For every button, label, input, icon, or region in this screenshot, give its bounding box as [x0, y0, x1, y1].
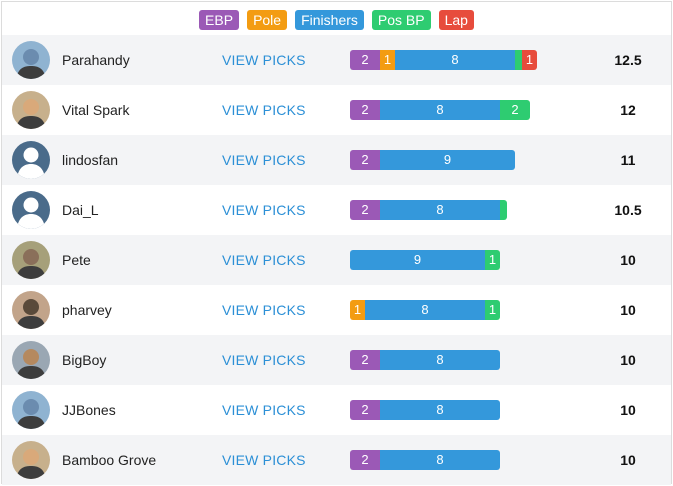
total-points: 10 — [620, 252, 636, 268]
total-points: 10 — [620, 352, 636, 368]
total-points: 12 — [620, 102, 636, 118]
total-points: 10 — [620, 452, 636, 468]
view-picks-link[interactable]: VIEW PICKS — [222, 152, 306, 168]
user-name: JJBones — [62, 402, 116, 418]
table-row: Bamboo Grove VIEW PICKS 2 8 10 — [2, 435, 671, 485]
total-points: 10 — [620, 402, 636, 418]
avatar — [12, 391, 50, 429]
total-points: 10 — [620, 302, 636, 318]
bar-segment-ebp: 2 — [350, 450, 380, 470]
table-row: Dai_L VIEW PICKS 2 8 10.5 — [2, 185, 671, 235]
table-row: JJBones VIEW PICKS 2 8 10 — [2, 385, 671, 435]
user-name: Parahandy — [62, 52, 130, 68]
bar-segment-finishers: 8 — [380, 350, 500, 370]
view-picks-link[interactable]: VIEW PICKS — [222, 102, 306, 118]
avatar — [12, 441, 50, 479]
avatar — [12, 91, 50, 129]
bar-segment-finishers: 8 — [380, 400, 500, 420]
bar-segment-ebp: 2 — [350, 150, 380, 170]
user-name: Pete — [62, 252, 91, 268]
total-points: 11 — [620, 152, 636, 168]
legend-lap: Lap — [438, 10, 474, 30]
table-row: Parahandy VIEW PICKS 2 1 8 1 12.5 — [2, 35, 671, 85]
table-row: lindosfan VIEW PICKS 2 9 11 — [2, 135, 671, 185]
total-points: 10.5 — [614, 202, 642, 218]
bar-segment-pos-bp — [515, 50, 522, 70]
view-picks-link[interactable]: VIEW PICKS — [222, 202, 306, 218]
legend-ebp: EBP — [199, 10, 240, 30]
bar-segment-lap: 1 — [522, 50, 537, 70]
bar-segment-finishers: 8 — [365, 300, 485, 320]
legend-pole: Pole — [247, 10, 288, 30]
default-user-icon — [12, 141, 50, 179]
avatar — [12, 241, 50, 279]
user-name: BigBoy — [62, 352, 107, 368]
bar-segment-ebp: 2 — [350, 50, 380, 70]
bar-segment-pole: 1 — [380, 50, 395, 70]
legend: EBP Pole Finishers Pos BP Lap — [2, 10, 671, 30]
view-picks-link[interactable]: VIEW PICKS — [222, 452, 306, 468]
user-name: Vital Spark — [62, 102, 130, 118]
bar-segment-pos-bp — [500, 200, 507, 220]
table-row: Vital Spark VIEW PICKS 2 8 2 12 — [2, 85, 671, 135]
bar-segment-pos-bp: 1 — [485, 250, 500, 270]
view-picks-link[interactable]: VIEW PICKS — [222, 52, 306, 68]
bar-segment-pos-bp: 2 — [500, 100, 530, 120]
table-row: Pete VIEW PICKS 9 1 10 — [2, 235, 671, 285]
view-picks-link[interactable]: VIEW PICKS — [222, 252, 306, 268]
avatar — [12, 41, 50, 79]
table-row: BigBoy VIEW PICKS 2 8 10 — [2, 335, 671, 385]
bar-segment-ebp: 2 — [350, 350, 380, 370]
bar-segment-finishers: 8 — [380, 450, 500, 470]
bar-segment-ebp: 2 — [350, 100, 380, 120]
total-points: 12.5 — [614, 52, 642, 68]
user-name: pharvey — [62, 302, 112, 318]
view-picks-link[interactable]: VIEW PICKS — [222, 352, 306, 368]
view-picks-link[interactable]: VIEW PICKS — [222, 302, 306, 318]
bar-segment-ebp: 2 — [350, 400, 380, 420]
legend-pos-bp: Pos BP — [371, 10, 431, 30]
leaderboard-rows: Parahandy VIEW PICKS 2 1 8 1 12.5 Vital Spark VI… — [2, 35, 671, 485]
bar-segment-ebp: 2 — [350, 200, 380, 220]
bar-segment-finishers: 9 — [380, 150, 515, 170]
bar-segment-finishers: 9 — [350, 250, 485, 270]
default-user-icon — [12, 191, 50, 229]
avatar — [12, 291, 50, 329]
user-name: Bamboo Grove — [62, 452, 157, 468]
bar-segment-finishers: 8 — [380, 100, 500, 120]
table-row: pharvey VIEW PICKS 1 8 1 10 — [2, 285, 671, 335]
legend-finishers: Finishers — [295, 10, 364, 30]
bar-segment-pole: 1 — [350, 300, 365, 320]
bar-segment-finishers: 8 — [395, 50, 515, 70]
avatar — [12, 341, 50, 379]
user-name: lindosfan — [62, 152, 119, 168]
bar-segment-finishers: 8 — [380, 200, 500, 220]
bar-segment-pos-bp: 1 — [485, 300, 500, 320]
user-name: Dai_L — [62, 202, 99, 218]
view-picks-link[interactable]: VIEW PICKS — [222, 402, 306, 418]
